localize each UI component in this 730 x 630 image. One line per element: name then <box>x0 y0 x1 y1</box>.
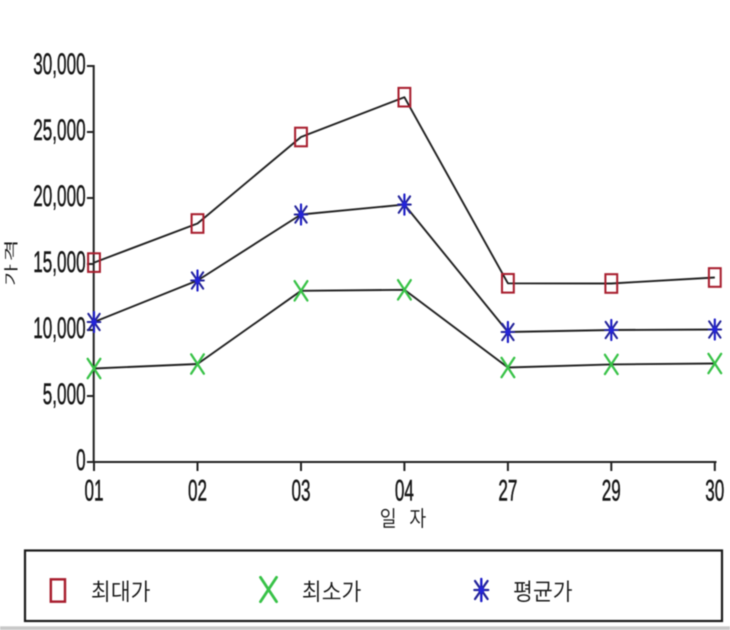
svg-text:01: 01 <box>84 475 103 508</box>
svg-text:5,000: 5,000 <box>43 378 86 411</box>
svg-text:20,000: 20,000 <box>33 180 85 213</box>
svg-text:02: 02 <box>188 475 207 508</box>
svg-text:15,000: 15,000 <box>33 246 85 279</box>
svg-text:03: 03 <box>291 475 310 508</box>
svg-text:25,000: 25,000 <box>33 114 85 147</box>
svg-text:0: 0 <box>76 444 86 477</box>
svg-text:29: 29 <box>602 475 621 508</box>
svg-text:30,000: 30,000 <box>33 48 85 81</box>
svg-text:30: 30 <box>705 475 724 508</box>
svg-text:04: 04 <box>395 475 414 508</box>
svg-text:27: 27 <box>498 475 517 508</box>
svg-text:10,000: 10,000 <box>33 312 85 345</box>
